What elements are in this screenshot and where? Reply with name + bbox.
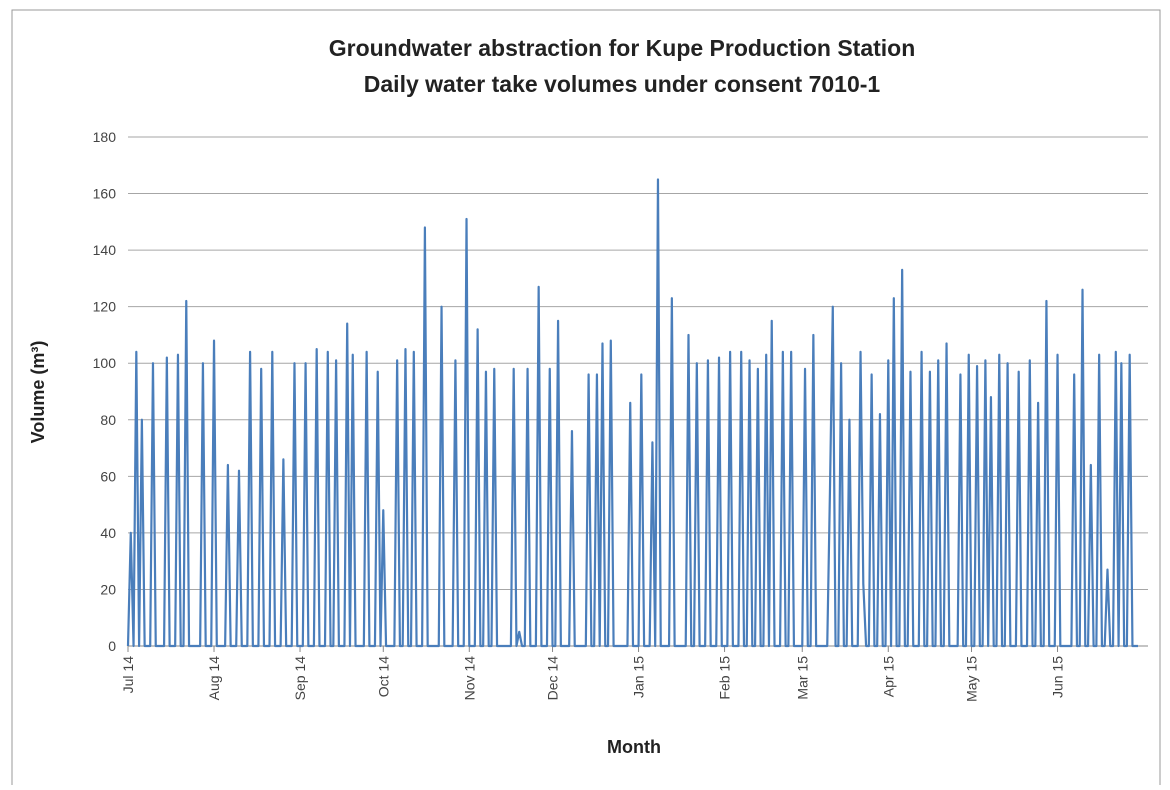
x-tick-label: Feb 15 [717,656,733,700]
x-tick-label: May 15 [964,656,980,702]
x-axis-label: Month [607,737,661,757]
x-tick-label: Dec 14 [545,656,561,701]
y-tick-label: 20 [100,581,116,597]
x-tick-label: Jan 15 [631,656,647,698]
chart-title: Groundwater abstraction for Kupe Product… [329,35,916,61]
x-tick-label: Sep 14 [292,656,308,701]
y-tick-label: 180 [93,129,117,145]
x-tick-label: Oct 14 [375,656,391,697]
data-line [126,178,1138,648]
chart-frame [11,9,1161,790]
y-tick-label: 100 [93,355,117,371]
x-tick-label: Nov 14 [461,656,477,701]
y-tick-label: 40 [100,525,116,541]
x-tick-label: Apr 15 [880,656,896,697]
chart-subtitle: Daily water take volumes under consent 7… [364,71,881,97]
x-tick-label: Aug 14 [206,656,222,701]
y-axis-label: Volume (m³) [28,341,48,444]
y-tick-label: 140 [93,242,117,258]
x-tick-label: Jun 15 [1050,656,1066,698]
y-tick-label: 60 [100,468,116,484]
y-tick-label: 80 [100,412,116,428]
x-tick-label: Mar 15 [794,656,810,700]
y-tick-label: 160 [93,186,117,202]
x-tick-label: Jul 14 [120,656,136,694]
y-tick-label: 120 [93,299,117,315]
y-tick-label: 0 [108,638,116,654]
